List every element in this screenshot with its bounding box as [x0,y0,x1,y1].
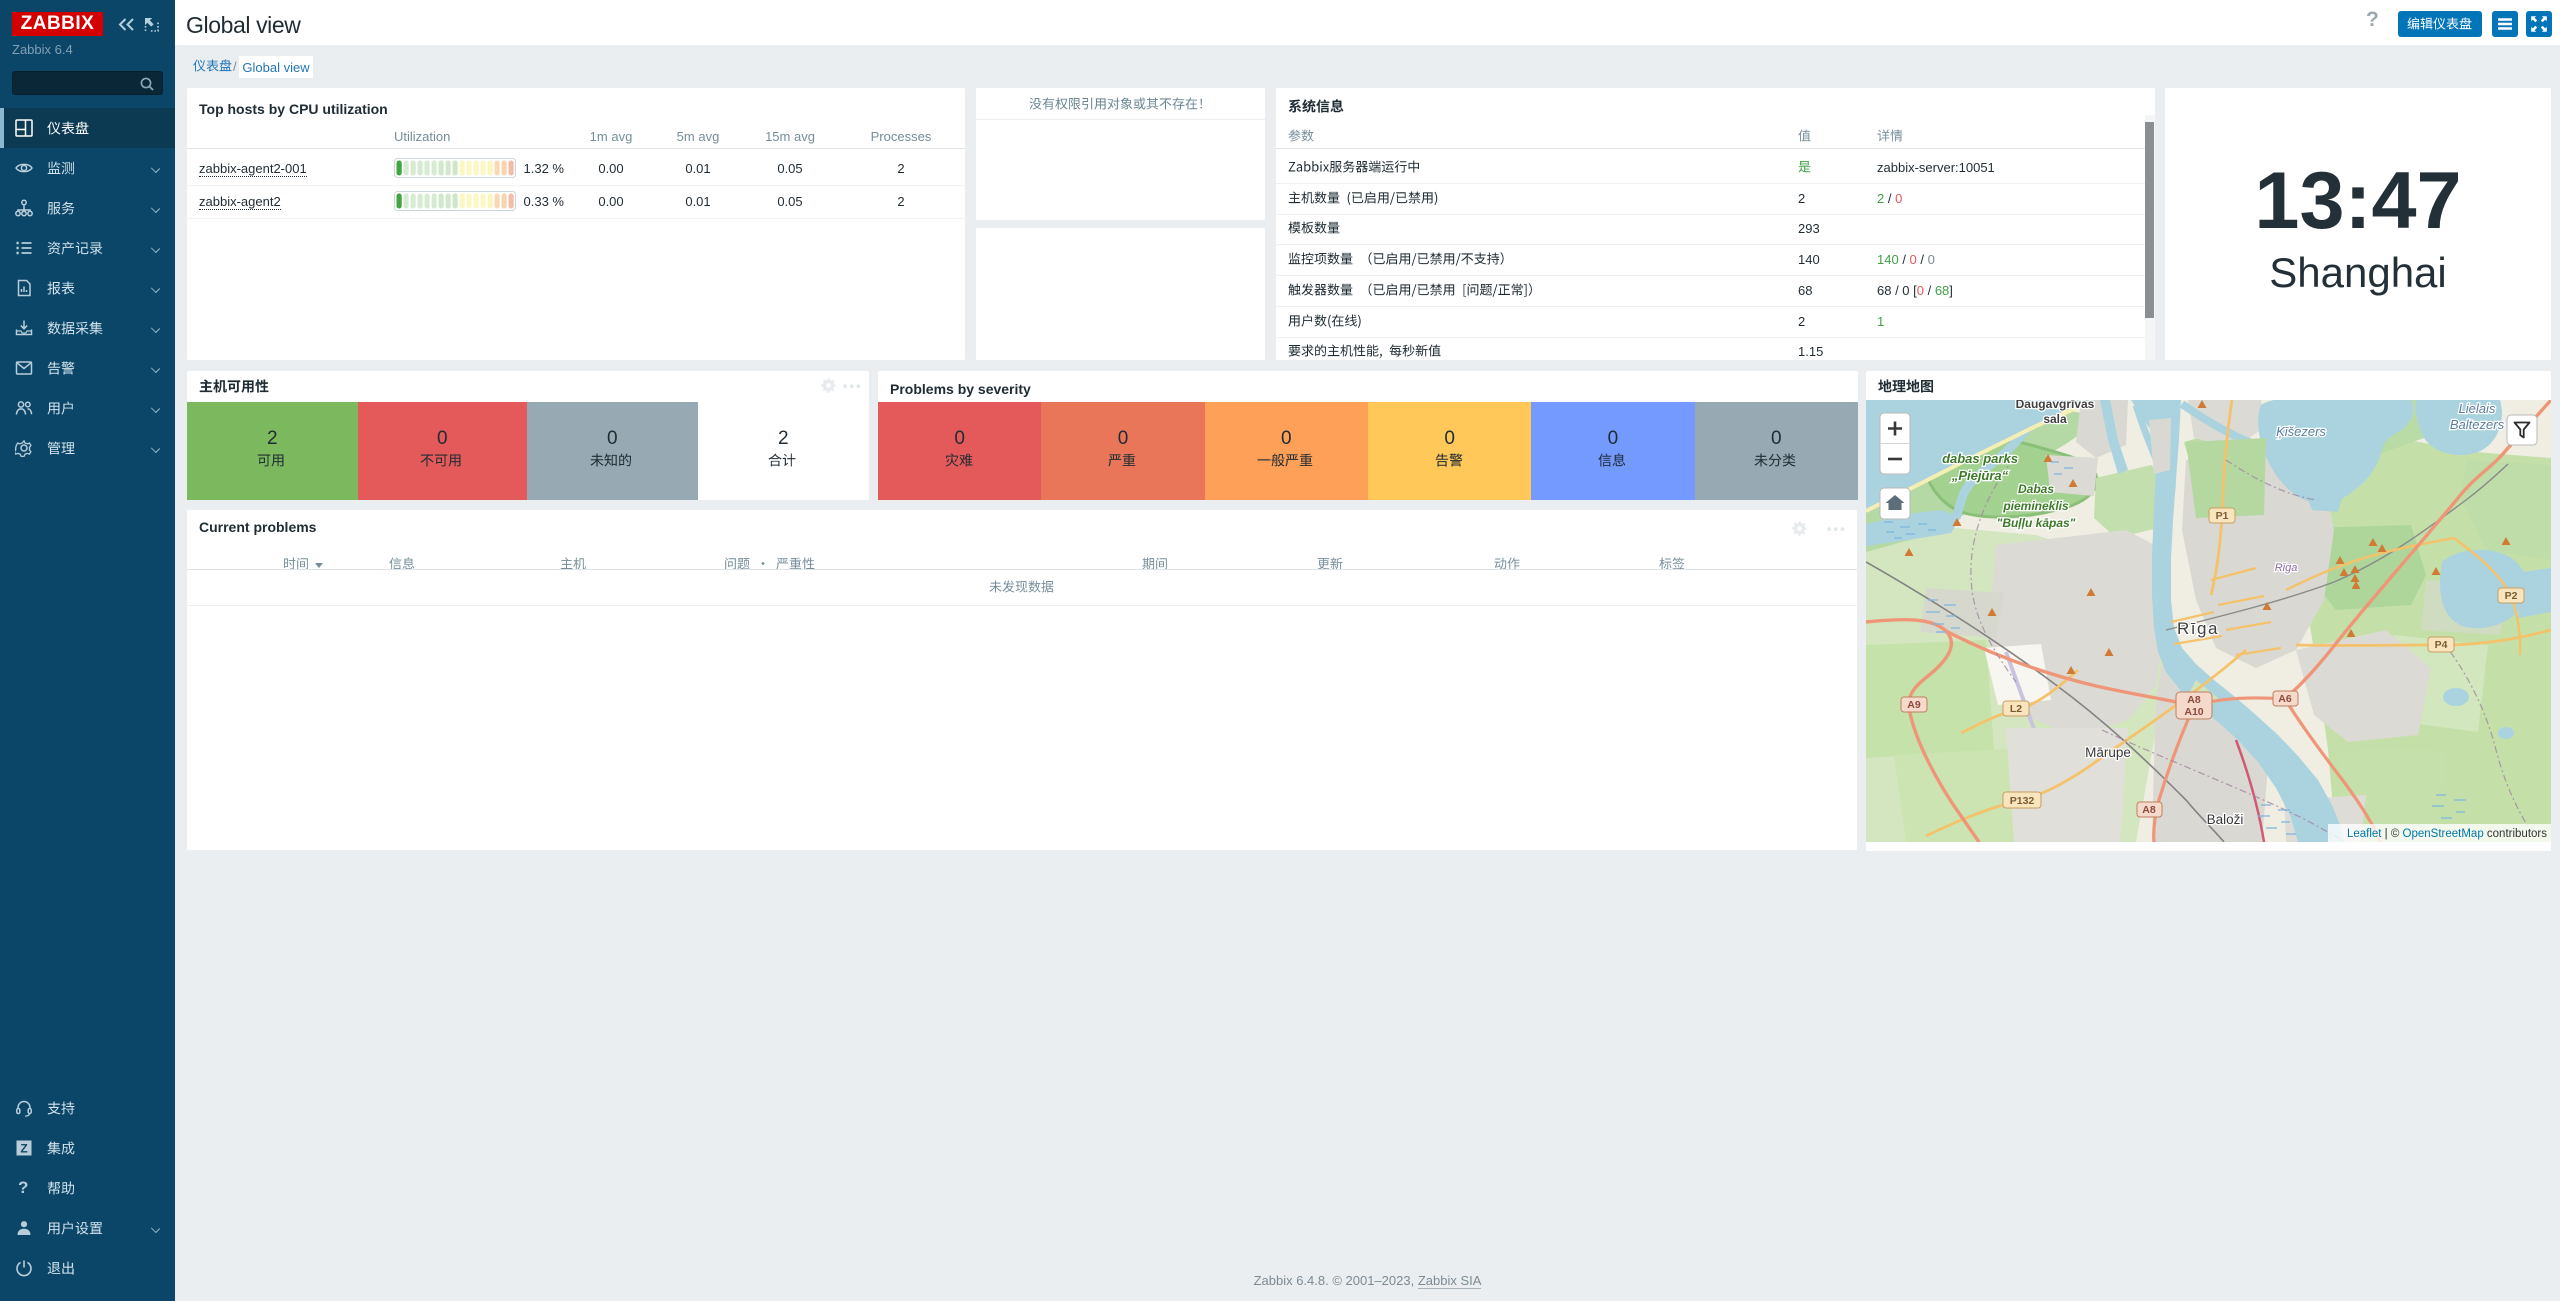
svg-text:Leaflet | © OpenStreetMap cont: Leaflet | © OpenStreetMap contributors [2347,828,2547,840]
svg-text:P4: P4 [2435,639,2448,651]
svg-text:A10: A10 [2184,706,2203,718]
svg-text:Dabas: Dabas [2018,482,2054,496]
svg-text:dabas parks: dabas parks [1942,451,2018,466]
svg-text:Mārupe: Mārupe [2085,745,2131,760]
svg-text:P132: P132 [2010,795,2035,807]
svg-text:Baloži: Baloži [2207,812,2244,827]
svg-text:„Piejūra“: „Piejūra“ [1951,468,2009,483]
svg-text:Lielais: Lielais [2459,401,2496,416]
svg-text:L2: L2 [2010,703,2022,715]
svg-text:Baltezers: Baltezers [2450,417,2505,432]
svg-text:sala: sala [2043,412,2067,426]
svg-text:Rīga: Rīga [2177,619,2219,638]
svg-text:Z: Z [20,1142,27,1156]
svg-text:P1: P1 [2216,510,2229,522]
svg-text:Rīga: Rīga [2275,562,2298,574]
svg-text:A8: A8 [2142,804,2156,816]
svg-text:A9: A9 [1907,699,1921,711]
svg-text:Ķīšezers: Ķīšezers [2276,424,2326,439]
svg-text:"Buļļu kāpas": "Buļļu kāpas" [1997,516,2076,530]
svg-text:A8: A8 [2187,694,2201,706]
svg-text:Daugavgrīvas: Daugavgrīvas [2016,400,2095,411]
svg-text:P2: P2 [2505,590,2518,602]
svg-text:piemineklis: piemineklis [2002,499,2069,513]
svg-text:A6: A6 [2278,693,2292,705]
